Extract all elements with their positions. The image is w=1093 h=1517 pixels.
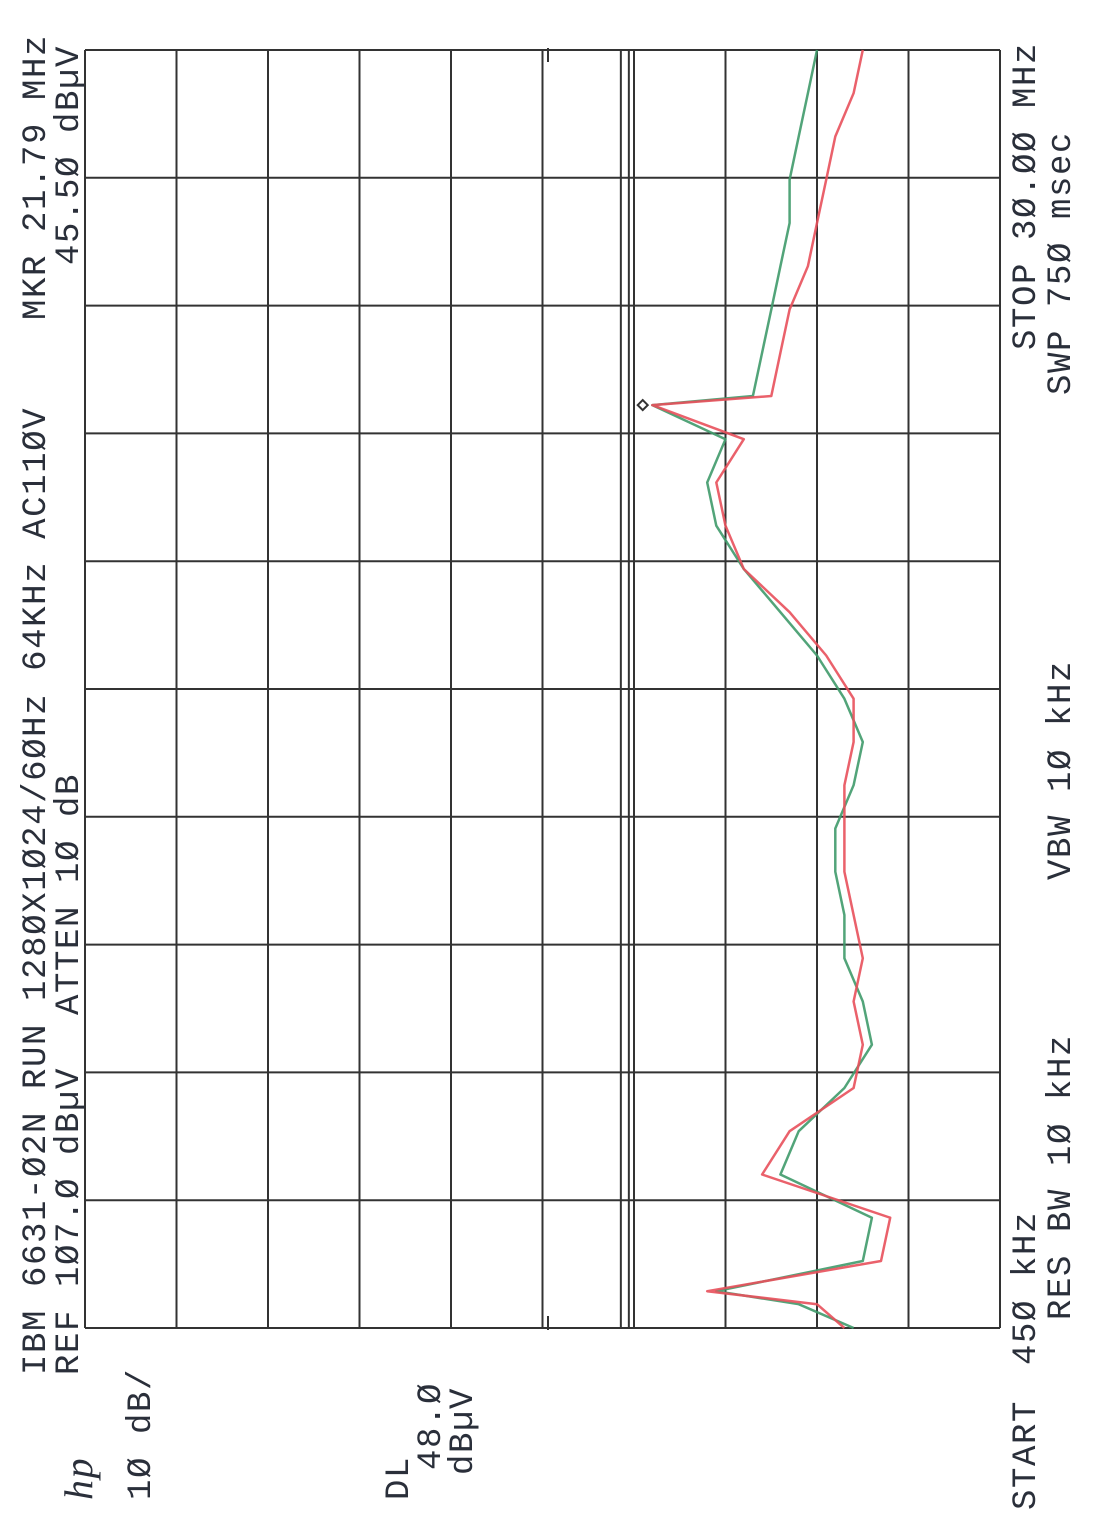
- logo: hp: [56, 1457, 101, 1500]
- header-text: IBM 6631-Ø2N RUN 128ØX1Ø24/6ØHz 64KHz AC…: [18, 407, 56, 1375]
- sweep: SWP 75Ø msec: [1043, 131, 1081, 395]
- plot-area: [619, 49, 892, 1330]
- ref-level: REF 1Ø7.Ø dBµV: [51, 1067, 89, 1375]
- dl-unit: dBµV: [445, 1387, 483, 1475]
- start-value: 45Ø kHz: [1008, 1211, 1046, 1365]
- stop-label: STOP 3Ø.ØØ MHz: [1008, 42, 1046, 350]
- attenuation: ATTEN 1Ø dB: [51, 773, 89, 1015]
- marker-label: MKR 21.79 MHz: [18, 34, 56, 320]
- trace: [651, 49, 892, 1329]
- vbw: VBW 1Ø kHz: [1043, 660, 1081, 880]
- marker-value: 45.5Ø dBµV: [51, 45, 89, 265]
- marker: [636, 398, 650, 412]
- start-label: START: [1008, 1400, 1046, 1510]
- dl-label: DL: [381, 1456, 419, 1500]
- res-bw: RES BW 1Ø kHz: [1043, 1034, 1081, 1320]
- trace: [651, 49, 874, 1330]
- graticule: [84, 48, 1001, 1330]
- dl-value: 48.Ø: [413, 1382, 451, 1470]
- labels: IBM 6631-Ø2N RUN 128ØX1Ø24/6ØHz 64KHz AC…: [18, 34, 1081, 1510]
- scale-label: 1Ø dB/: [123, 1368, 161, 1500]
